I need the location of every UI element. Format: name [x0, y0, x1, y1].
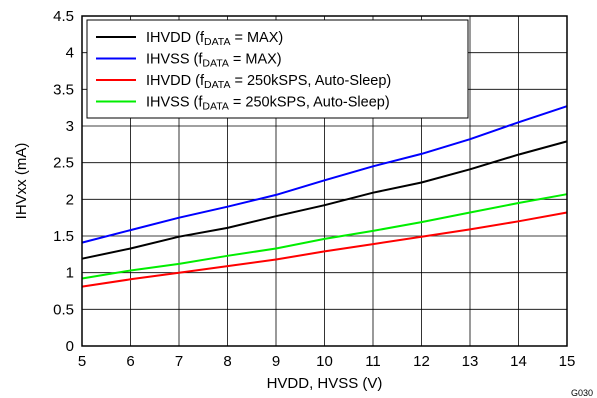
y-tick-labels: 0 0.5 1 1.5 2 2.5 3 3.5 4 4.5	[53, 8, 74, 355]
y-tick-label: 3.5	[53, 81, 74, 98]
y-tick-label: 2	[66, 191, 74, 208]
series-line	[81, 211, 568, 288]
x-tick-label: 10	[316, 353, 333, 370]
y-tick-label: 4.5	[53, 8, 74, 25]
y-tick-label: 3	[66, 118, 74, 135]
x-tick-label: 7	[175, 353, 183, 370]
x-tick-label: 6	[126, 353, 134, 370]
x-tick-label: 9	[272, 353, 280, 370]
x-tick-label: 5	[78, 353, 86, 370]
figure-code: G030	[571, 388, 593, 398]
legend: IHVDD (fDATA = MAX) IHVSS (fDATA = MAX) IH…	[86, 19, 469, 119]
x-tick-label: 12	[413, 353, 430, 370]
legend-entry-label: IHVSS (fDATA = 250kSPS, Auto-Sleep)	[146, 95, 390, 113]
x-tick-label: 8	[223, 353, 231, 370]
x-tick-label: 15	[559, 353, 576, 370]
y-tick-label: 0.5	[53, 301, 74, 318]
x-axis-label: HVDD, HVSS (V)	[267, 375, 383, 392]
x-tick-labels: 5 6 7 8 9 10 11 12 13 14 15	[78, 353, 576, 370]
x-tick-label: 11	[365, 353, 381, 370]
y-axis-label: IHVxx (mA)	[13, 143, 30, 220]
x-tick-label: 14	[510, 353, 527, 370]
y-tick-label: 2.5	[53, 155, 74, 172]
series-line	[81, 193, 568, 280]
legend-box	[86, 19, 469, 119]
y-tick-label: 4	[66, 45, 74, 62]
legend-entry-label: IHVDD (fDATA = MAX)	[146, 30, 283, 48]
x-tick-label: 13	[462, 353, 479, 370]
y-tick-label: 1	[66, 265, 74, 282]
plot-frame	[81, 15, 568, 347]
y-tick-label: 1.5	[53, 228, 74, 245]
series-lines	[81, 105, 568, 288]
legend-entry-label: IHVSS (fDATA = MAX)	[146, 52, 282, 70]
y-tick-label: 0	[66, 338, 74, 355]
series-line	[81, 140, 568, 260]
series-line	[81, 105, 568, 244]
legend-entry-label: IHVDD (fDATA = 250kSPS, Auto-Sleep)	[146, 73, 391, 91]
